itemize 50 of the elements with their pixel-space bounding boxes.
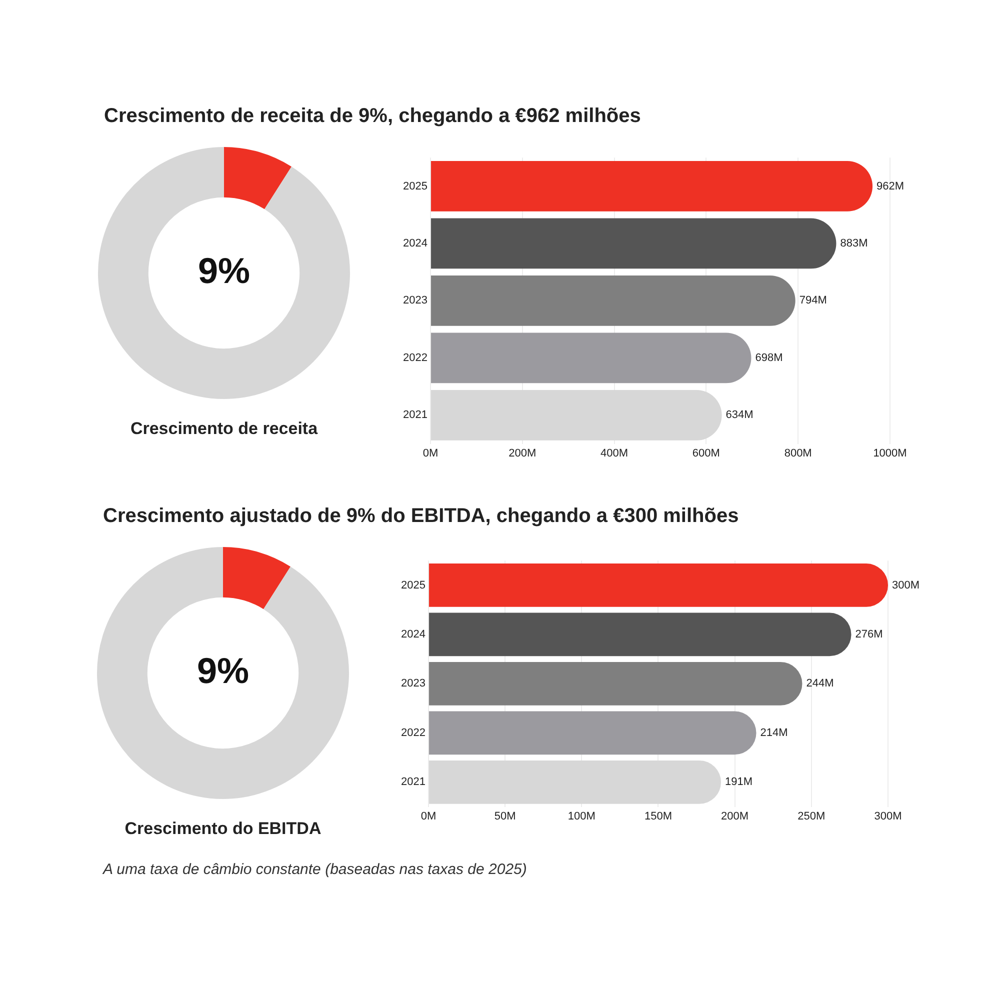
- text: 9%: [196, 650, 250, 691]
- bar: [430, 276, 796, 326]
- data-label: 634M: [726, 409, 754, 422]
- y-tick-label: 2025: [402, 180, 428, 192]
- data-label: 244M: [806, 678, 834, 690]
- data-label: 883M: [840, 237, 868, 250]
- data-label: 698M: [755, 352, 783, 364]
- x-tick-label: 800M: [784, 447, 812, 460]
- bar: [430, 390, 722, 440]
- bar: [428, 564, 888, 607]
- x-tick-label: 250M: [798, 810, 826, 822]
- y-tick-label: 2024: [402, 237, 428, 250]
- data-label: 794M: [799, 294, 827, 307]
- data-label: 962M: [876, 180, 904, 192]
- x-tick-label: 600M: [692, 447, 720, 460]
- bar: [430, 332, 752, 384]
- y-tick-label: 2024: [400, 628, 426, 640]
- x-tick-label: 400M: [600, 447, 628, 460]
- data-label: 276M: [855, 628, 883, 640]
- text: Crescimento de receita: [129, 419, 319, 439]
- y-tick-label: 2021: [400, 776, 426, 788]
- text: Crescimento do EBITDA: [124, 819, 322, 839]
- bar: [428, 760, 722, 804]
- bar: [428, 662, 802, 706]
- text: Crescimento ajustado de 9% do EBITDA, chegando a €300 milhões: [103, 505, 739, 528]
- bar: [430, 218, 836, 269]
- bar: [428, 711, 756, 755]
- data-label: 214M: [760, 726, 788, 739]
- x-tick-label: 150M: [644, 810, 672, 822]
- text: A uma taxa de câmbio constante (baseadas nas taxas de 2025): [103, 861, 527, 878]
- y-tick-label: 2023: [402, 294, 428, 307]
- chart-title: Crescimento de receita de 9%, chegando a €962 milhões: [104, 105, 641, 128]
- bar: [430, 161, 873, 212]
- y-tick-label: 2025: [400, 579, 426, 592]
- x-tick-label: 0M: [422, 447, 438, 460]
- x-tick-label: 1000M: [873, 447, 907, 460]
- y-tick-label: 2022: [402, 352, 428, 364]
- x-tick-label: 200M: [508, 447, 536, 460]
- x-tick-label: 200M: [721, 810, 749, 822]
- x-tick-label: 0M: [420, 810, 436, 822]
- text: 9%: [198, 250, 250, 291]
- x-tick-label: 50M: [494, 810, 516, 822]
- y-tick-label: 2022: [400, 726, 426, 739]
- data-label: 300M: [892, 579, 920, 592]
- y-tick-label: 2021: [402, 409, 428, 422]
- y-tick-label: 2023: [400, 678, 426, 690]
- data-label: 191M: [725, 776, 753, 788]
- bar: [428, 612, 852, 656]
- x-tick-label: 100M: [568, 810, 596, 822]
- x-tick-label: 300M: [874, 810, 902, 822]
